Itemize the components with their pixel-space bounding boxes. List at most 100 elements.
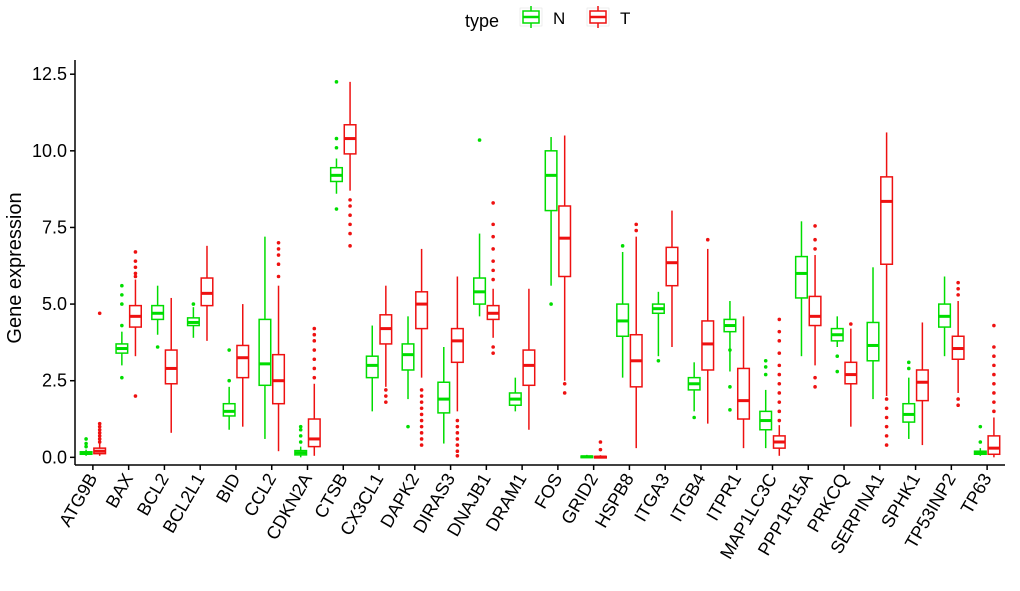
outlier-point — [312, 332, 317, 337]
outlier-point — [298, 427, 303, 432]
box-N-ITPR1 — [723, 301, 737, 412]
outlier-point — [334, 207, 339, 211]
outlier-point — [777, 409, 782, 414]
outlier-point — [884, 406, 889, 411]
outlier-point — [491, 234, 495, 239]
outlier-point — [455, 424, 460, 429]
outlier-point — [120, 323, 124, 328]
box-rect — [450, 327, 464, 364]
outlier-point — [312, 366, 317, 371]
outlier-point — [312, 339, 317, 343]
outlier-point — [813, 375, 817, 380]
box-rect — [665, 246, 679, 287]
box-N-CX3CL1 — [365, 325, 379, 412]
box-N-FOS — [544, 137, 558, 306]
outlier-point — [419, 412, 424, 417]
x-tick-label: FOS — [531, 470, 567, 512]
box-rect — [866, 321, 880, 362]
outlier-point — [562, 391, 567, 395]
outlier-point — [133, 265, 138, 270]
box-rect — [222, 402, 236, 417]
box-rect — [902, 402, 916, 423]
outlier-point — [97, 437, 102, 441]
outlier-point — [813, 385, 817, 389]
outlier-point — [312, 326, 317, 331]
box-rect — [200, 277, 214, 307]
outlier-point — [455, 454, 460, 458]
box-T-CTSB — [343, 81, 357, 248]
outlier-point — [419, 437, 424, 441]
outlier-point — [419, 431, 424, 435]
box-rect — [164, 349, 178, 385]
outlier-point — [956, 293, 960, 297]
y-axis-title: Gene expression — [4, 192, 26, 343]
outlier-point — [97, 440, 102, 444]
outlier-point — [884, 397, 889, 401]
outlier-point — [97, 431, 102, 435]
outlier-point — [956, 397, 960, 401]
outlier-point — [777, 339, 782, 343]
outlier-point — [419, 394, 424, 398]
outlier-point — [348, 244, 352, 248]
box-rect — [258, 318, 272, 387]
outlier-point — [777, 351, 782, 355]
box-rect — [365, 355, 379, 379]
box-T-MAP1LC3C — [772, 317, 786, 456]
box-T-DIRAS3 — [450, 276, 464, 458]
outlier-point — [419, 424, 424, 429]
box-rect — [701, 320, 715, 371]
box-T-CCL2 — [271, 240, 286, 452]
outlier-point — [455, 443, 460, 447]
outlier-point — [97, 311, 102, 316]
box-N-DNAJB1 — [473, 138, 487, 317]
outlier-point — [549, 302, 553, 306]
x-tick-label: TP63 — [957, 470, 996, 517]
box-rect — [794, 255, 809, 299]
outlier-point — [348, 204, 352, 208]
outlier-point — [133, 250, 138, 254]
x-tick-label: BAX — [102, 470, 137, 511]
y-tick-label: 2.5 — [42, 371, 67, 391]
box-T-CX3CL1 — [379, 285, 393, 404]
outlier-point — [956, 403, 960, 408]
box-T-DRAM1 — [522, 288, 536, 430]
outlier-point — [956, 280, 960, 285]
outlier-point — [491, 201, 495, 205]
x-tick-label: BID — [212, 470, 244, 506]
outlier-point — [835, 369, 840, 374]
x-tick-label: ITGB4 — [666, 470, 709, 525]
outlier-point — [884, 424, 889, 429]
outlier-point — [777, 317, 782, 322]
outlier-point — [455, 418, 460, 423]
y-tick-label: 5.0 — [42, 294, 67, 314]
outlier-point — [620, 244, 625, 248]
outlier-point — [956, 286, 960, 291]
outlier-point — [312, 375, 317, 380]
box-rect — [915, 369, 929, 402]
outlier-point — [884, 434, 889, 438]
outlier-point — [992, 363, 996, 368]
outlier-point — [384, 394, 388, 398]
outlier-point — [348, 231, 352, 236]
box-T-PRKCQ — [844, 322, 858, 427]
box-rect — [307, 418, 321, 448]
outlier-point — [276, 262, 281, 267]
outlier-point — [97, 427, 102, 432]
plot-area — [79, 80, 1001, 459]
outlier-point — [813, 224, 817, 228]
box-T-FOS — [558, 135, 572, 395]
outlier-point — [298, 440, 303, 444]
outlier-point — [777, 391, 782, 395]
box-rect — [236, 344, 250, 379]
outlier-point — [276, 253, 281, 257]
box-N-BCL2 — [151, 285, 165, 349]
outlier-point — [777, 400, 782, 404]
box-N-ITGB4 — [687, 362, 701, 420]
outlier-point — [276, 274, 281, 279]
outlier-point — [992, 323, 996, 328]
box-N-MAP1LC3C — [759, 358, 773, 449]
box-rect — [558, 205, 572, 278]
outlier-point — [598, 440, 603, 444]
box-rect — [522, 349, 536, 387]
